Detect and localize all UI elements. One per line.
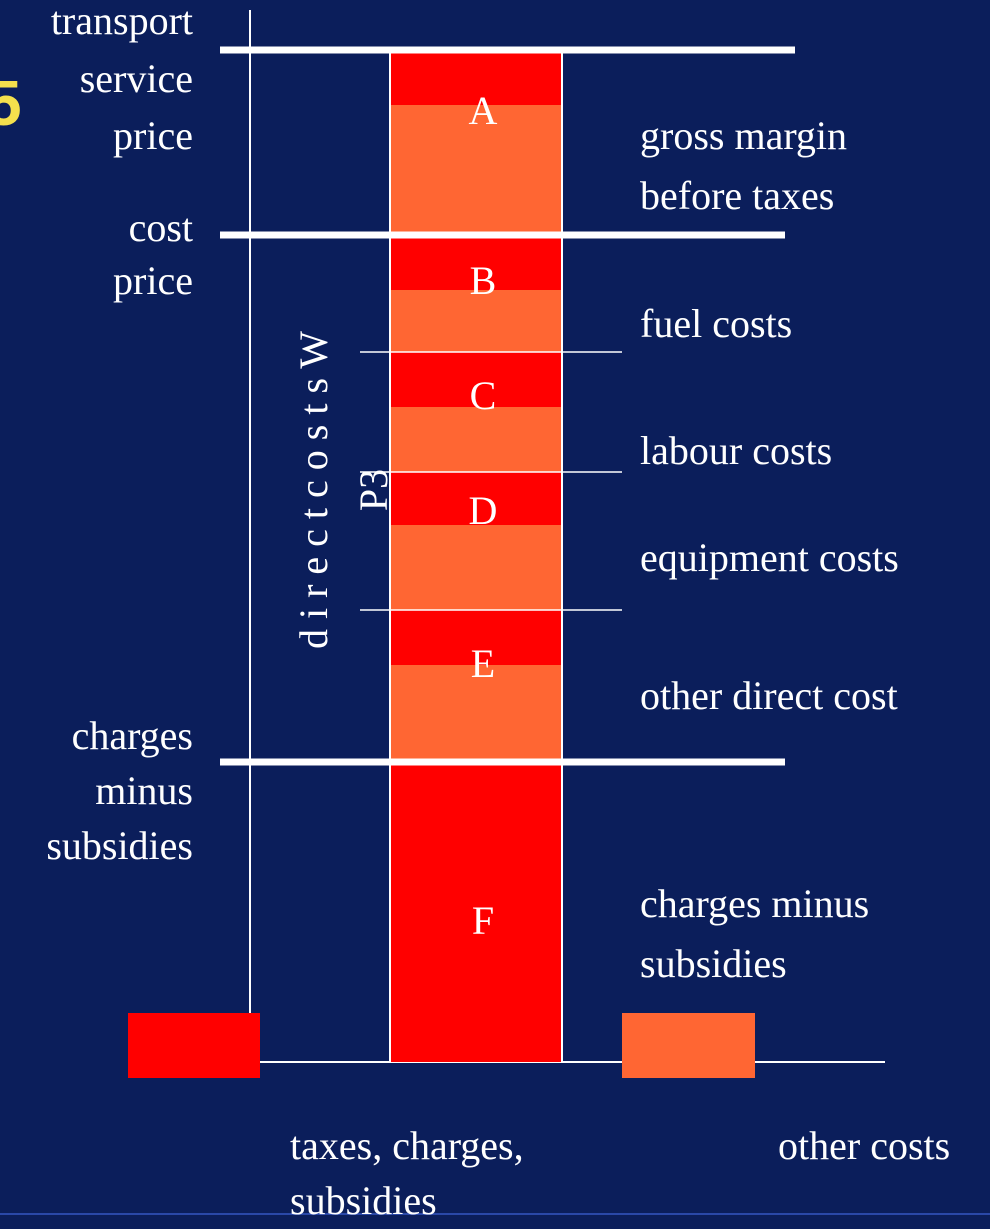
cost-segment bbox=[390, 407, 562, 472]
segment-letter: F bbox=[472, 898, 494, 943]
tax-segment bbox=[390, 236, 562, 290]
level-label: minus bbox=[95, 768, 193, 813]
segment-letter: D bbox=[469, 488, 498, 533]
level-label: price bbox=[113, 258, 193, 303]
bar bbox=[389, 53, 563, 1062]
tax-segment bbox=[390, 472, 562, 525]
segment-letter: C bbox=[470, 373, 497, 418]
cost-label: gross margin bbox=[640, 113, 847, 158]
cost-label: before taxes bbox=[640, 173, 834, 218]
cost-label: labour costs bbox=[640, 428, 832, 473]
tax-segment bbox=[390, 53, 562, 105]
level-label: subsidies bbox=[46, 823, 193, 868]
cost-label: equipment costs bbox=[640, 535, 899, 580]
legend-label: taxes, charges, bbox=[290, 1123, 524, 1168]
legend-label: other costs bbox=[778, 1123, 950, 1168]
axis-label: d i r e c t c o s t s W bbox=[291, 331, 336, 649]
tax-segment bbox=[390, 763, 562, 1062]
cost-label: fuel costs bbox=[640, 301, 792, 346]
cost-label: other direct cost bbox=[640, 673, 898, 718]
axis-label: P3 bbox=[351, 469, 396, 511]
tax-segment bbox=[390, 352, 562, 407]
legend-swatch bbox=[128, 1013, 260, 1078]
segment-letter: B bbox=[470, 258, 497, 303]
level-label: cost bbox=[129, 205, 193, 250]
segment-letter: E bbox=[471, 641, 495, 686]
segment-letter: A bbox=[469, 88, 498, 133]
cost-segment bbox=[390, 665, 562, 761]
level-label: transport bbox=[51, 0, 193, 43]
legend-swatch bbox=[622, 1013, 755, 1078]
cost-segment bbox=[390, 105, 562, 233]
level-label: charges bbox=[72, 713, 193, 758]
level-label: service bbox=[80, 56, 193, 101]
cost-segment bbox=[390, 290, 562, 352]
cost-segment bbox=[390, 525, 562, 610]
tax-segment bbox=[390, 610, 562, 665]
cost-label: charges minus bbox=[640, 881, 869, 926]
legend-label: subsidies bbox=[290, 1178, 437, 1223]
slide-number: 5 bbox=[0, 67, 22, 139]
cost-label: subsidies bbox=[640, 941, 787, 986]
level-label: price bbox=[113, 113, 193, 158]
